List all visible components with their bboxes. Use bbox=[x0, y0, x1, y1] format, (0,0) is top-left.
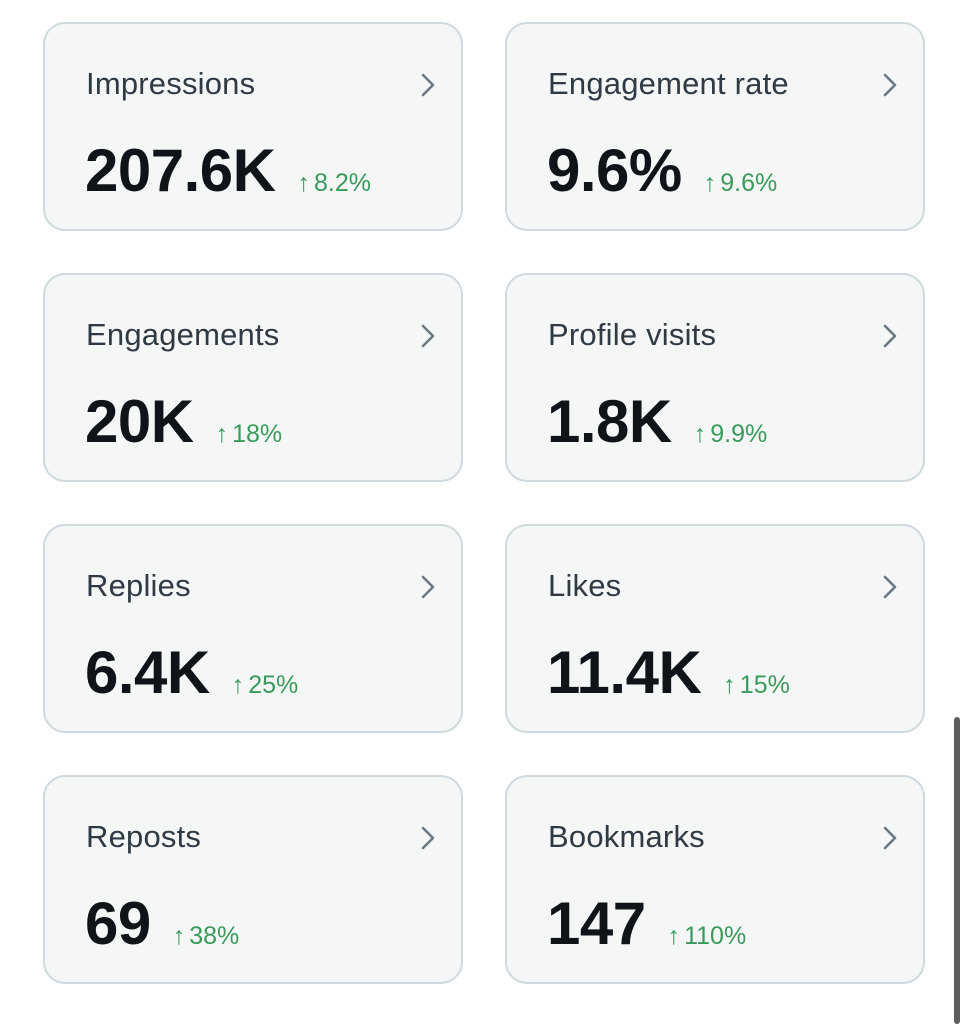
arrow-up-icon: ↑ bbox=[215, 420, 229, 448]
metric-card-bookmarks[interactable]: Bookmarks 147 ↑ 110% bbox=[505, 775, 925, 984]
chevron-right-icon[interactable] bbox=[879, 824, 901, 852]
metric-value: 69 bbox=[85, 890, 151, 957]
metric-card-impressions[interactable]: Impressions 207.6K ↑ 8.2% bbox=[43, 22, 463, 231]
metric-value: 207.6K bbox=[85, 137, 276, 204]
metric-delta-value: 9.6% bbox=[720, 169, 778, 197]
chevron-right-icon[interactable] bbox=[417, 824, 439, 852]
metric-title: Engagement rate bbox=[548, 66, 789, 101]
arrow-up-icon: ↑ bbox=[703, 169, 717, 197]
metric-card-likes[interactable]: Likes 11.4K ↑ 15% bbox=[505, 524, 925, 733]
metric-title: Likes bbox=[548, 568, 622, 603]
metric-card-engagements[interactable]: Engagements 20K ↑ 18% bbox=[43, 273, 463, 482]
metric-delta: ↑ 8.2% bbox=[297, 169, 370, 198]
metric-value-row: 69 ↑ 38% bbox=[85, 889, 239, 958]
metric-delta-value: 9.9% bbox=[710, 420, 768, 448]
metric-card-engagement-rate[interactable]: Engagement rate 9.6% ↑ 9.6% bbox=[505, 22, 925, 231]
metric-value: 20K bbox=[85, 388, 194, 455]
metric-value-row: 147 ↑ 110% bbox=[547, 889, 746, 958]
metric-delta-value: 15% bbox=[739, 671, 790, 699]
metrics-grid: Impressions 207.6K ↑ 8.2% Engagement rat… bbox=[43, 22, 925, 984]
metric-value: 147 bbox=[547, 890, 646, 957]
metric-value-row: 20K ↑ 18% bbox=[85, 387, 282, 456]
metric-card-profile-visits[interactable]: Profile visits 1.8K ↑ 9.9% bbox=[505, 273, 925, 482]
metric-title: Bookmarks bbox=[548, 819, 705, 854]
metric-title: Replies bbox=[86, 568, 191, 603]
metric-delta-value: 8.2% bbox=[313, 169, 371, 197]
metric-delta: ↑ 38% bbox=[173, 922, 240, 951]
arrow-up-icon: ↑ bbox=[667, 922, 681, 950]
metric-delta: ↑ 15% bbox=[723, 671, 790, 700]
metric-value-row: 11.4K ↑ 15% bbox=[547, 638, 790, 707]
metric-title: Engagements bbox=[86, 317, 280, 352]
arrow-up-icon: ↑ bbox=[723, 671, 736, 699]
metric-delta: ↑ 9.6% bbox=[704, 169, 777, 198]
chevron-right-icon[interactable] bbox=[417, 573, 439, 601]
metric-value: 9.6% bbox=[547, 137, 682, 204]
arrow-up-icon: ↑ bbox=[693, 420, 707, 448]
metric-value-row: 6.4K ↑ 25% bbox=[85, 638, 298, 707]
metric-delta-value: 110% bbox=[684, 922, 747, 950]
metric-card-reposts[interactable]: Reposts 69 ↑ 38% bbox=[43, 775, 463, 984]
metric-delta: ↑ 110% bbox=[668, 922, 747, 951]
chevron-right-icon[interactable] bbox=[879, 573, 901, 601]
metric-card-replies[interactable]: Replies 6.4K ↑ 25% bbox=[43, 524, 463, 733]
metric-delta: ↑ 18% bbox=[216, 420, 283, 449]
metric-delta-value: 38% bbox=[189, 922, 240, 950]
arrow-up-icon: ↑ bbox=[297, 169, 310, 197]
arrow-up-icon: ↑ bbox=[172, 922, 186, 950]
arrow-up-icon: ↑ bbox=[231, 671, 245, 699]
metric-value-row: 9.6% ↑ 9.6% bbox=[547, 136, 777, 205]
chevron-right-icon[interactable] bbox=[879, 322, 901, 350]
metric-value: 1.8K bbox=[547, 388, 672, 455]
metric-title: Reposts bbox=[86, 819, 202, 854]
metric-delta: ↑ 9.9% bbox=[694, 420, 767, 449]
metric-value-row: 207.6K ↑ 8.2% bbox=[85, 136, 371, 205]
metric-delta-value: 18% bbox=[232, 420, 283, 448]
metric-value-row: 1.8K ↑ 9.9% bbox=[547, 387, 767, 456]
metric-title: Impressions bbox=[86, 66, 256, 101]
chevron-right-icon[interactable] bbox=[879, 71, 901, 99]
chevron-right-icon[interactable] bbox=[417, 71, 439, 99]
metric-title: Profile visits bbox=[548, 317, 717, 352]
metric-delta: ↑ 25% bbox=[232, 671, 299, 700]
metric-value: 6.4K bbox=[85, 639, 210, 706]
chevron-right-icon[interactable] bbox=[417, 322, 439, 350]
metric-value: 11.4K bbox=[547, 639, 702, 706]
scrollbar[interactable] bbox=[954, 717, 960, 1024]
metric-delta-value: 25% bbox=[248, 671, 299, 699]
